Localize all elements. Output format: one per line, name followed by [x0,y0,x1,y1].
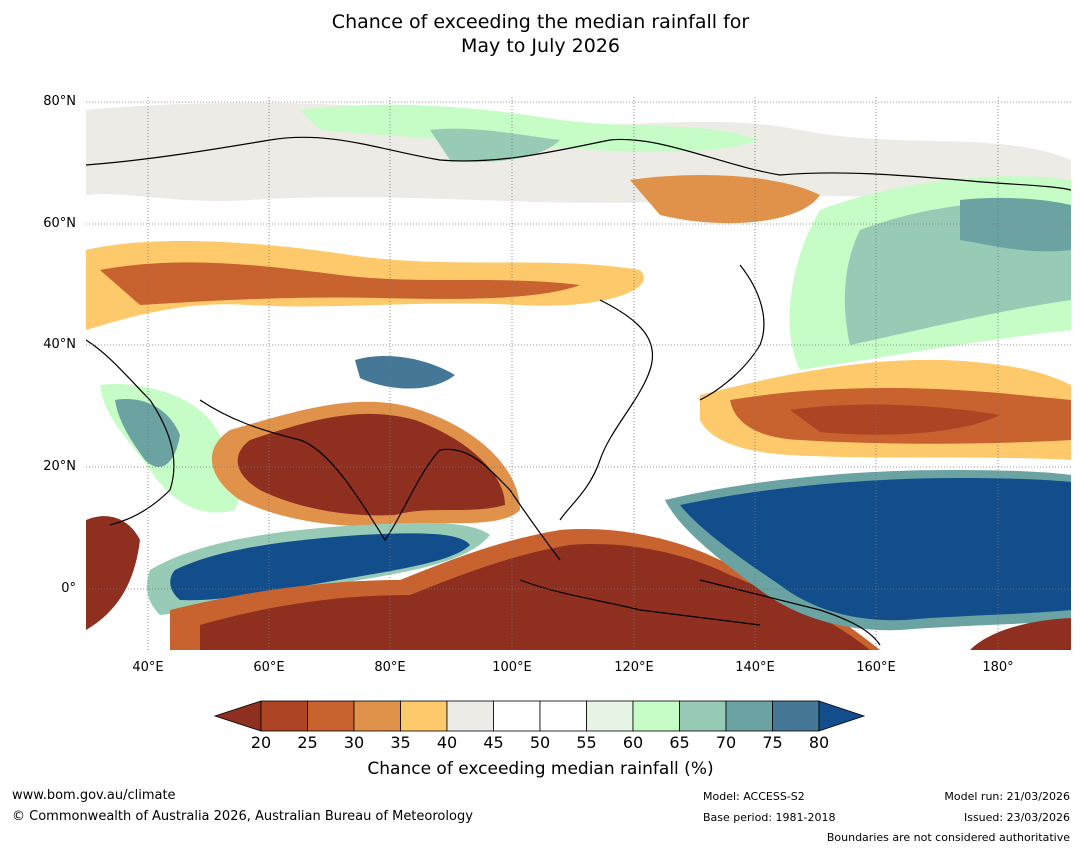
lat-label-20n: 20°N [43,459,76,474]
colorbar-cell [586,700,634,732]
colorbar-extend-high [818,700,866,732]
colorbar-tick-label: 50 [529,733,551,752]
colorbar-cell [725,700,773,732]
colorbar-cell [772,700,820,732]
footer-url[interactable]: www.bom.gov.au/climate [12,788,176,803]
region-npacific-blue [960,197,1071,252]
footer-model: Model: ACCESS-S2 [703,790,805,803]
coastlines [86,136,1071,646]
region-africa-dry [86,516,140,630]
colorbar-cell [260,700,308,732]
region-pacific-drier [790,404,1000,435]
lon-label-140e: 140°E [735,660,775,675]
colorbar-cell [539,700,587,732]
region-wpacific-wet [680,478,1071,621]
colorbar-cell [632,700,680,732]
lon-label-160e: 160°E [856,660,896,675]
lon-label-180: 180° [982,660,1014,675]
region-redsea-teal [115,399,180,467]
lon-label-60e: 60°E [253,660,285,675]
colorbar-tick-label: 35 [390,733,411,752]
lat-label-40n: 40°N [43,337,76,352]
lon-label-40e: 40°E [132,660,164,675]
footer-issued: Issued: 23/03/2026 [963,811,1070,824]
lon-label-100e: 100°E [492,660,532,675]
lon-label-120e: 120°E [614,660,654,675]
footer-disclaimer: Boundaries are not considered authoritat… [826,831,1070,844]
region-tibet-wet [355,355,455,389]
colorbar-cell [446,700,494,732]
colorbar-cells [213,700,866,732]
region-eastsiberia-dry [630,175,820,224]
colorbar-tick-label: 75 [762,733,783,752]
colorbar-extend-low [213,700,262,732]
title-line-1: Chance of exceeding the median rainfall … [331,11,750,33]
lon-label-80e: 80°E [374,660,406,675]
region-india-dry [237,413,505,516]
colorbar-cell [353,700,401,732]
colorbar-label: Chance of exceeding median rainfall (%) [367,759,714,779]
colorbar-cell [307,700,355,732]
colorbar-tick-label: 20 [250,733,272,752]
colorbar-tick-label: 25 [297,733,318,752]
region-swpacific-dry [970,618,1071,650]
colorbar-tick-label: 70 [715,733,737,752]
lat-label-0: 0° [61,581,76,596]
colorbar-tick-label: 60 [622,733,644,752]
colorbar-tick-label: 80 [808,733,830,752]
colorbar-tick-label: 40 [436,733,458,752]
region-central-asia-drier [100,262,580,305]
lat-label-60n: 60°N [43,216,76,231]
colorbar-tick-label: 65 [669,733,690,752]
colorbar-cell [679,700,727,732]
colorbar-tick-label: 45 [483,733,504,752]
region-maritime-dry [200,544,870,650]
title-line-2: May to July 2026 [461,35,620,57]
colorbar-tick-label: 30 [343,733,365,752]
colorbar-tick-label: 55 [576,733,597,752]
rainfall-map [86,97,1071,650]
region-arctic-teal [430,128,560,162]
lat-label-80n: 80°N [43,94,76,109]
map-canvas [86,97,1071,650]
graticule [86,97,1071,650]
region-arctic-green [300,104,760,152]
colorbar-cell [400,700,448,732]
footer-model-run: Model run: 21/03/2026 [944,790,1070,803]
chart-title: Chance of exceeding the median rainfall … [0,10,1081,58]
region-indian-ocean-wet [170,533,470,601]
footer-base-period: Base period: 1981-2018 [703,811,836,824]
colorbar-cell [493,700,541,732]
footer-copyright: © Commonwealth of Australia 2026, Austra… [12,809,473,824]
